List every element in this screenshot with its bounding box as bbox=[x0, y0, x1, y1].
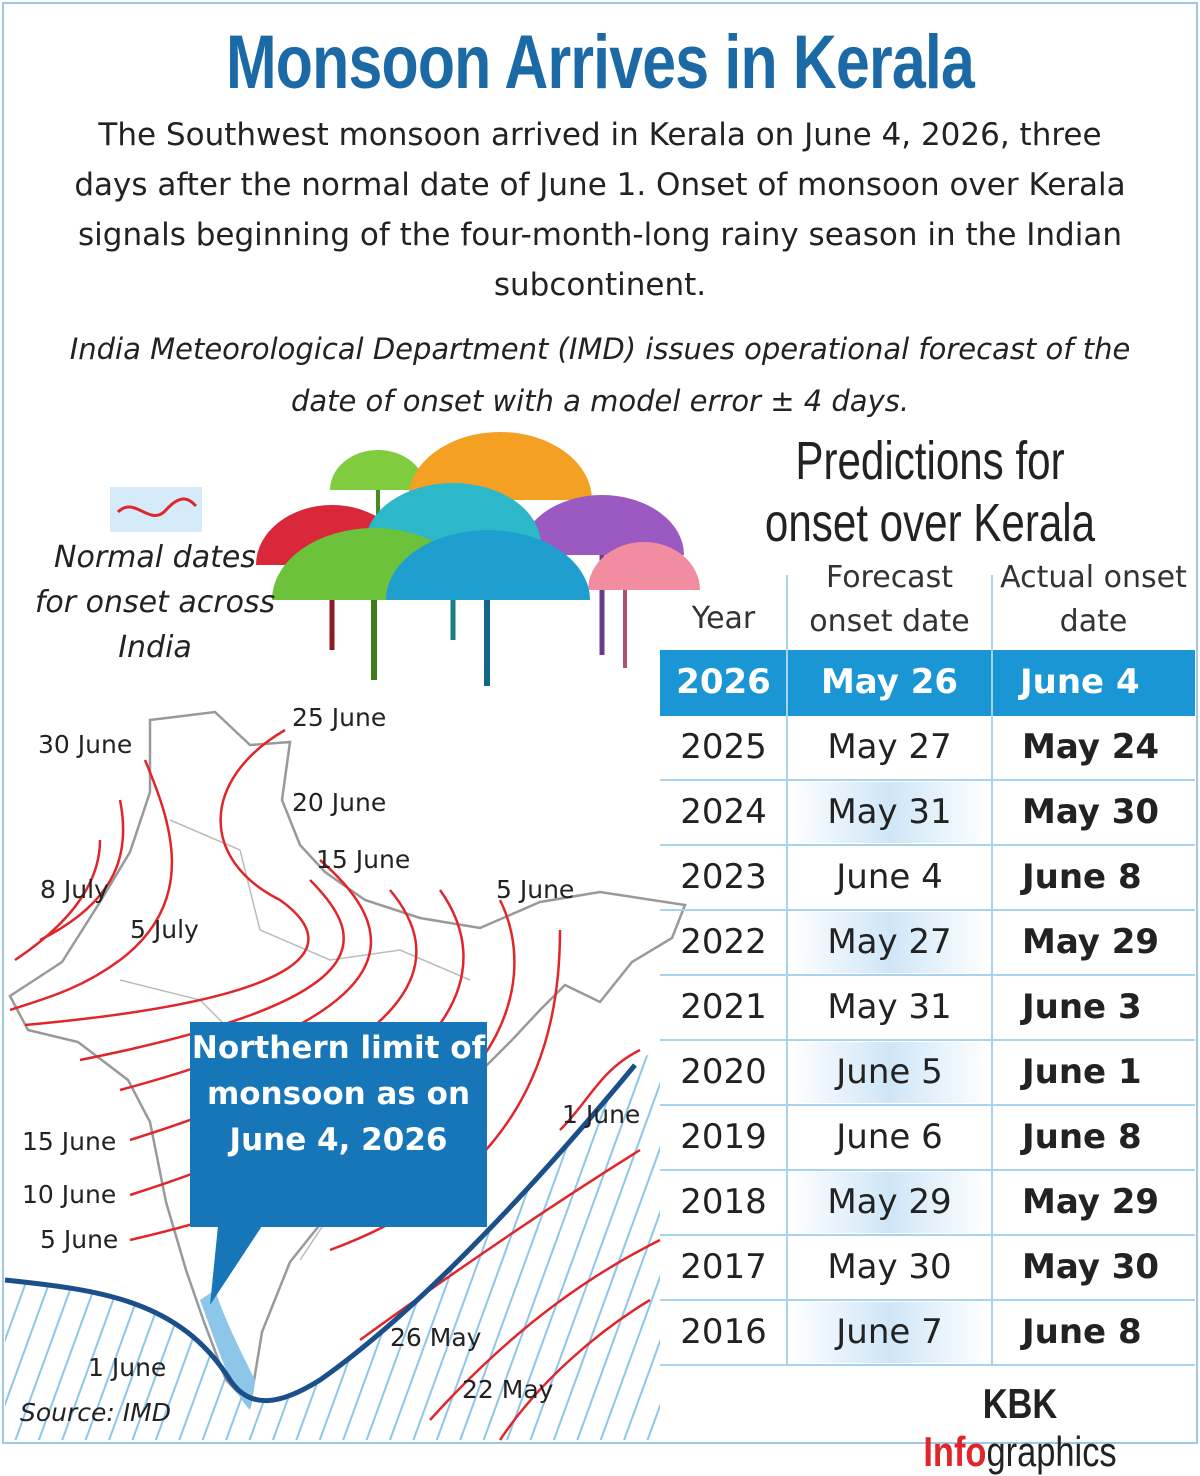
table-cell: May 27 bbox=[827, 922, 952, 962]
map-label: 15 June bbox=[316, 845, 411, 874]
table-cell: May 29 bbox=[827, 1182, 952, 1222]
row-shade bbox=[789, 912, 990, 973]
table-cell: June 8 bbox=[1022, 857, 1142, 897]
northern-limit-line bbox=[4, 1063, 637, 1404]
source: Source: IMD bbox=[20, 1398, 171, 1427]
table-cell: May 26 bbox=[820, 662, 959, 702]
map-label: 5 June bbox=[40, 1225, 119, 1254]
table-cell: 2016 bbox=[680, 1312, 767, 1352]
table-cell: May 31 bbox=[827, 792, 952, 832]
map-label: 10 June bbox=[22, 1180, 117, 1209]
table-cell: 2024 bbox=[680, 792, 767, 832]
table-cell: June 4 bbox=[1020, 662, 1140, 702]
table-cell: May 29 bbox=[1022, 1182, 1160, 1222]
map-label: 5 June bbox=[496, 875, 575, 904]
title: Monsoon Arrives in Kerala bbox=[225, 20, 975, 105]
table-cell: 2017 bbox=[680, 1247, 767, 1287]
brand-part: graphics bbox=[986, 1428, 1117, 1475]
table-cell: May 27 bbox=[827, 727, 952, 767]
legend-line bbox=[116, 497, 198, 517]
table-cell: 2026 bbox=[676, 662, 771, 702]
callout-text: Northern limit of monsoon as on June 4, … bbox=[191, 1030, 486, 1158]
map-label: 22 May bbox=[462, 1375, 554, 1404]
artwork bbox=[4, 432, 1195, 1441]
legend-swatch bbox=[110, 487, 202, 532]
highlight-row bbox=[660, 650, 1195, 716]
sea-hatch bbox=[5, 1045, 660, 1440]
brand-part: KBK bbox=[982, 1380, 1058, 1427]
table-cell: May 29 bbox=[1022, 922, 1160, 962]
map-label: 26 May bbox=[390, 1323, 482, 1352]
row-shade bbox=[789, 1042, 990, 1103]
map-label: 5 July bbox=[130, 915, 199, 944]
map-label: 25 June bbox=[292, 703, 387, 732]
table-cell: June 5 bbox=[836, 1052, 943, 1092]
callout-box bbox=[190, 1022, 487, 1227]
table-cell: June 4 bbox=[836, 857, 943, 897]
table-cell: June 8 bbox=[1022, 1312, 1142, 1352]
kerala bbox=[200, 1290, 255, 1410]
table-cell: 2025 bbox=[680, 727, 767, 767]
table-title: Predictions for onset over Kerala bbox=[764, 431, 1096, 553]
column-header: Actual onset date bbox=[1000, 560, 1187, 639]
table-cell: May 30 bbox=[1022, 1247, 1160, 1287]
map-label: 1 June bbox=[88, 1353, 167, 1382]
note: India Meteorological Department (IMD) is… bbox=[69, 332, 1131, 418]
table-cell: May 30 bbox=[1022, 792, 1160, 832]
column-header: Year bbox=[691, 601, 756, 636]
table-cell: June 1 bbox=[1022, 1052, 1142, 1092]
umbrellas bbox=[256, 432, 700, 686]
table-cell: May 24 bbox=[1022, 727, 1160, 767]
table-cell: June 6 bbox=[836, 1117, 943, 1157]
table-cell: 2019 bbox=[680, 1117, 767, 1157]
map-label: 8 July bbox=[40, 875, 109, 904]
table-cell: May 31 bbox=[827, 987, 952, 1027]
table-cell: 2022 bbox=[680, 922, 767, 962]
brand-part: Info bbox=[923, 1428, 987, 1475]
table-cell: June 7 bbox=[836, 1312, 943, 1352]
table-cell: June 3 bbox=[1022, 987, 1142, 1027]
intro: The Southwest monsoon arrived in Kerala … bbox=[74, 117, 1126, 303]
brand: KBK Infographics bbox=[889, 1380, 1151, 1476]
callout-pointer bbox=[210, 1226, 262, 1305]
table-cell: 2020 bbox=[680, 1052, 767, 1092]
map-label: 30 June bbox=[38, 730, 133, 759]
map-label: 1 June bbox=[562, 1100, 641, 1129]
frame bbox=[2, 2, 1198, 1444]
table-grid bbox=[660, 575, 1195, 1366]
row-shade bbox=[789, 782, 990, 843]
table-cell: 2021 bbox=[680, 987, 767, 1027]
table-cell: June 8 bbox=[1022, 1117, 1142, 1157]
row-shade bbox=[789, 1172, 990, 1233]
table-cell: 2023 bbox=[680, 857, 767, 897]
column-header: Forecast onset date bbox=[809, 560, 970, 639]
map-label: 15 June bbox=[22, 1127, 117, 1156]
table-cell: May 30 bbox=[827, 1247, 952, 1287]
row-shade bbox=[789, 1302, 990, 1363]
table-cell: 2018 bbox=[680, 1182, 767, 1222]
legend-label: Normal dates for onset across India bbox=[34, 540, 276, 665]
map-label: 20 June bbox=[292, 788, 387, 817]
